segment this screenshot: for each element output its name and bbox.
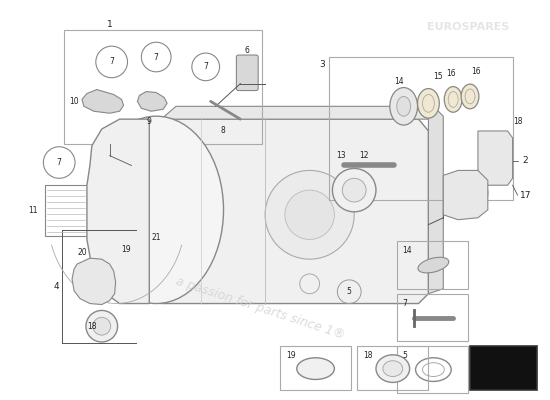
Bar [329,57,513,200]
Bar [280,346,351,390]
Ellipse shape [417,88,439,118]
Ellipse shape [376,355,410,382]
FancyBboxPatch shape [236,55,258,90]
Text: 8: 8 [220,126,225,136]
Text: 14: 14 [394,77,404,86]
Ellipse shape [297,358,334,380]
Ellipse shape [383,361,403,376]
Text: 12: 12 [359,151,369,160]
Ellipse shape [390,88,417,125]
Text: 19: 19 [122,245,131,254]
Text: 16: 16 [447,69,456,78]
Text: a passion for parts since 1®: a passion for parts since 1® [174,275,346,342]
Circle shape [342,178,366,202]
Polygon shape [82,90,124,113]
Text: EUROSPARES: EUROSPARES [427,22,509,32]
Text: 1: 1 [107,20,113,29]
Polygon shape [161,106,433,119]
Text: 20: 20 [77,248,87,257]
Text: 16: 16 [471,67,481,76]
Polygon shape [149,119,428,304]
Text: 17: 17 [520,190,531,200]
Text: 18: 18 [363,351,372,360]
Polygon shape [72,258,116,304]
Ellipse shape [444,86,462,112]
Bar [470,346,537,390]
Circle shape [144,198,168,222]
Text: 2: 2 [522,156,528,165]
Text: 7: 7 [109,58,114,66]
Text: 5: 5 [403,351,408,360]
Text: 18: 18 [87,322,97,331]
Circle shape [265,170,354,259]
Circle shape [454,181,478,205]
Circle shape [332,168,376,212]
Circle shape [126,180,186,240]
Text: 300 03: 300 03 [487,373,521,382]
Polygon shape [87,119,149,304]
Bar [357,346,428,390]
Text: 21: 21 [151,233,161,242]
Text: 13: 13 [337,151,346,160]
Text: 3: 3 [320,60,326,70]
Text: 15: 15 [433,72,443,81]
Text: 6: 6 [245,46,250,55]
Text: 4: 4 [53,282,59,291]
Ellipse shape [461,84,479,109]
Bar [397,294,468,341]
Bar [45,185,87,236]
Text: 5: 5 [347,287,351,296]
Text: 14: 14 [403,246,412,255]
Polygon shape [428,106,443,294]
Text: 19: 19 [286,351,295,360]
Bar [64,30,262,144]
Circle shape [93,317,111,335]
Circle shape [107,160,206,259]
Circle shape [285,190,334,240]
Ellipse shape [89,116,223,304]
Bar [397,242,468,289]
Circle shape [117,264,136,284]
Text: 18: 18 [513,117,522,126]
Circle shape [444,172,488,215]
Circle shape [86,310,118,342]
Ellipse shape [397,96,411,116]
Ellipse shape [418,257,449,273]
Bar [397,346,468,393]
Text: 7: 7 [403,299,408,308]
Polygon shape [478,131,513,185]
Circle shape [109,256,144,292]
Text: 7: 7 [204,62,208,71]
Text: 7: 7 [57,158,62,167]
Text: 10: 10 [69,97,79,106]
Polygon shape [138,92,167,111]
Polygon shape [443,170,488,220]
Text: 11: 11 [28,206,37,215]
Text: 7: 7 [154,52,158,62]
Text: 9: 9 [147,117,152,126]
